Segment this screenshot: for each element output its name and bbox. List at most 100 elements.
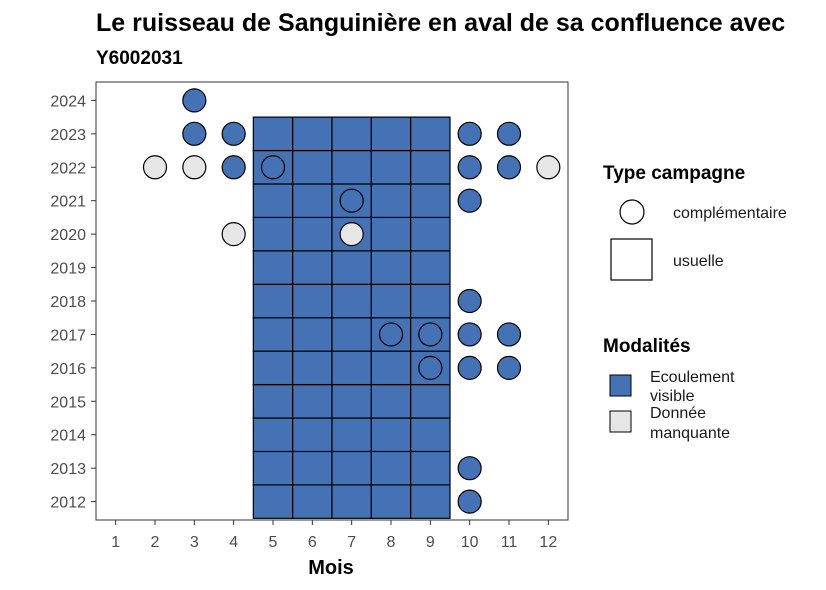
y-tick-label: 2023 [50,127,86,144]
legend-label-ecoulement-line1: Ecoulement [650,369,735,386]
y-tick-label: 2020 [50,227,86,244]
y-tick-label: 2014 [50,428,86,445]
complementaire-point [221,121,246,146]
usuelle-cell [410,383,451,419]
usuelle-cell [292,484,333,519]
x-tick-label: 1 [111,534,120,551]
usuelle-cell [292,149,333,185]
x-tick-label: 10 [461,534,479,551]
usuelle-cell [292,383,333,419]
x-tick-label: 6 [308,534,317,551]
usuelle-cell [252,250,294,285]
complementaire-point [536,155,561,180]
usuelle-cell [252,283,294,319]
y-tick-label: 2018 [50,294,86,311]
complementaire-point [496,322,522,347]
usuelle-cell [331,283,372,319]
usuelle-cell [370,484,412,519]
usuelle-cell [410,283,451,319]
complementaire-point [457,188,482,213]
usuelle-cell [331,350,372,386]
usuelle-cell [331,383,372,419]
usuelle-cell [292,283,333,319]
complementaire-point [457,288,482,314]
complementaire-point [182,121,207,146]
legend-label-usuelle: usuelle [673,253,724,270]
usuelle-cell [331,450,372,486]
x-tick-label: 8 [387,534,396,551]
complementaire-point [221,155,246,180]
complementaire-point [457,489,482,514]
legend-label-donnee-line2: manquante [650,425,730,442]
x-tick-label: 9 [426,534,435,551]
complementaire-point [457,121,482,146]
usuelle-cell [292,450,333,486]
complementaire-point [457,322,482,347]
y-tick-label: 2019 [50,261,86,278]
complementaire-point [418,355,443,380]
usuelle-cell [292,183,333,219]
x-tick-label: 5 [269,534,278,551]
chart-subtitle: Y6002031 [96,48,183,69]
usuelle-cell [292,350,333,386]
usuelle-cell [331,250,372,285]
y-tick-label: 2016 [50,361,86,378]
usuelle-cell [370,417,412,453]
x-tick-label: 11 [501,534,518,551]
x-axis-title: Mois [308,557,354,579]
complementaire-point [339,188,364,213]
legend: Type campagne complémentaire usuelle Mod… [603,163,787,442]
complementaire-point [457,355,482,380]
usuelle-cell [292,216,333,252]
legend-modalites-title: Modalités [603,336,691,357]
usuelle-cell [410,183,451,219]
usuelle-cell [331,317,372,352]
complementaire-point [378,322,404,347]
y-tick-label: 2021 [50,194,86,211]
legend-label-ecoulement-line2: visible [650,388,695,405]
usuelle-cell [370,149,412,185]
usuelle-cell [370,250,412,285]
usuelle-cell [252,383,294,419]
legend-circle-key [619,199,645,225]
complementaire-point [339,222,364,247]
usuelle-cell [331,149,372,185]
usuelle-cell [410,149,451,185]
usuelle-cell [252,183,294,219]
usuelle-cell [331,417,372,453]
legend-key-donnee-manquante [609,410,632,433]
usuelle-cell [252,116,294,152]
complementaire-point [457,155,482,180]
usuelle-cell [252,450,294,486]
legend-label-complementaire: complémentaire [673,205,787,222]
complementaire-point [496,121,522,146]
complementaire-point [260,155,286,180]
legend-label-donnee-line1: Donnée [650,405,706,422]
complementaire-point [142,155,168,180]
complementaire-point [418,322,443,347]
usuelle-cell [410,417,451,453]
usuelle-cell [331,484,372,519]
usuelle-cell [370,183,412,219]
legend-key-ecoulement-visible [609,374,632,397]
x-tick-label: 4 [229,534,238,551]
y-tick-label: 2017 [50,327,86,344]
usuelle-cell [370,350,412,386]
usuelle-cell [370,450,412,486]
usuelle-cell [292,116,333,152]
complementaire-point [182,155,207,180]
y-tick-label: 2013 [50,461,86,478]
usuelle-cell [410,116,451,152]
usuelle-cell [252,484,294,519]
x-tick-label: 3 [190,534,199,551]
usuelle-cell [292,317,333,352]
usuelle-cell [370,116,412,152]
usuelle-cell [292,417,333,453]
usuelle-cell [331,116,372,152]
complementaire-circles [142,88,561,514]
legend-type-title: Type campagne [603,163,745,184]
usuelle-cell [370,283,412,319]
usuelle-cell [410,250,451,285]
complementaire-point [221,222,246,247]
